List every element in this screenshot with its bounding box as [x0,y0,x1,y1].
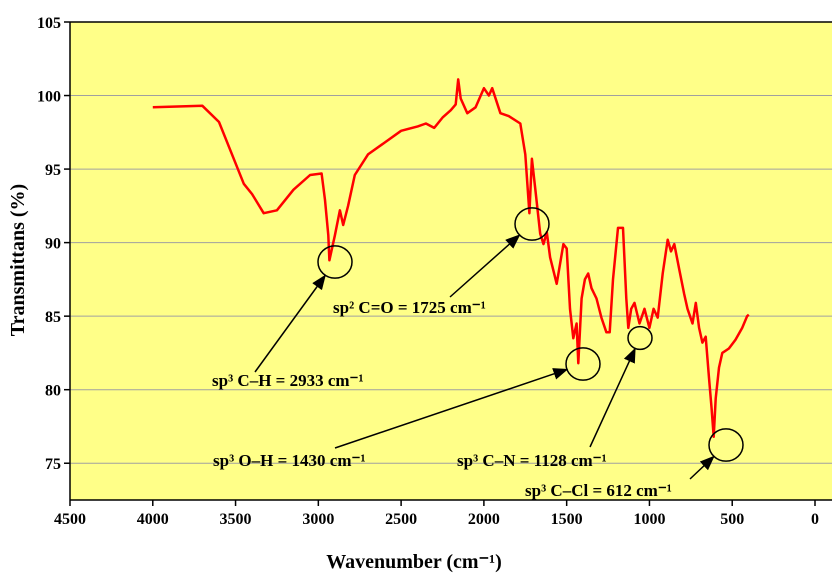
annotation-label: sp³ O–H = 1430 cm⁻¹ [213,451,366,470]
y-tick-label: 80 [45,383,61,400]
annotation-arrow [689,455,715,480]
annotation-arrow [589,347,636,448]
annotation-arrow [254,274,326,373]
y-tick-label: 95 [45,162,61,179]
x-tick-label: 4000 [137,511,169,528]
annotation-label: sp² C=O = 1725 cm⁻¹ [333,298,486,317]
x-axis-title: Wavenumber (cm⁻¹) [326,551,502,573]
annotation-label: sp³ C–H = 2933 cm⁻¹ [212,371,364,390]
x-tick-label: 3000 [302,511,334,528]
x-tick-label: 2500 [385,511,417,528]
x-tick-label: 0 [811,511,819,528]
spectrum-line [152,78,750,439]
y-tick-label: 90 [45,236,61,253]
y-tick-label: 75 [45,456,61,473]
annotation-circle [317,245,353,279]
x-tick-label: 3500 [220,511,252,528]
annotation-circle [514,207,550,241]
annotation-arrow [449,234,521,298]
x-tick-label: 1000 [633,511,665,528]
annotation-circle [708,428,744,462]
y-axis-title: Transmittans (%) [7,184,29,336]
annotation-circle [627,325,653,351]
annotation-circle [565,347,601,381]
annotation-label: sp³ C–Cl = 612 cm⁻¹ [525,481,672,500]
x-tick-label: 1500 [551,511,583,528]
x-tick-label: 500 [720,511,744,528]
y-tick-label: 105 [37,15,61,32]
y-tick-label: 100 [37,89,61,106]
x-tick-label: 2000 [468,511,500,528]
plot-background [70,22,832,500]
y-tick-label: 85 [45,309,61,326]
annotation-label: sp³ C–N = 1128 cm⁻¹ [457,451,607,470]
x-tick-label: 4500 [54,511,86,528]
annotation-arrow [334,368,569,449]
